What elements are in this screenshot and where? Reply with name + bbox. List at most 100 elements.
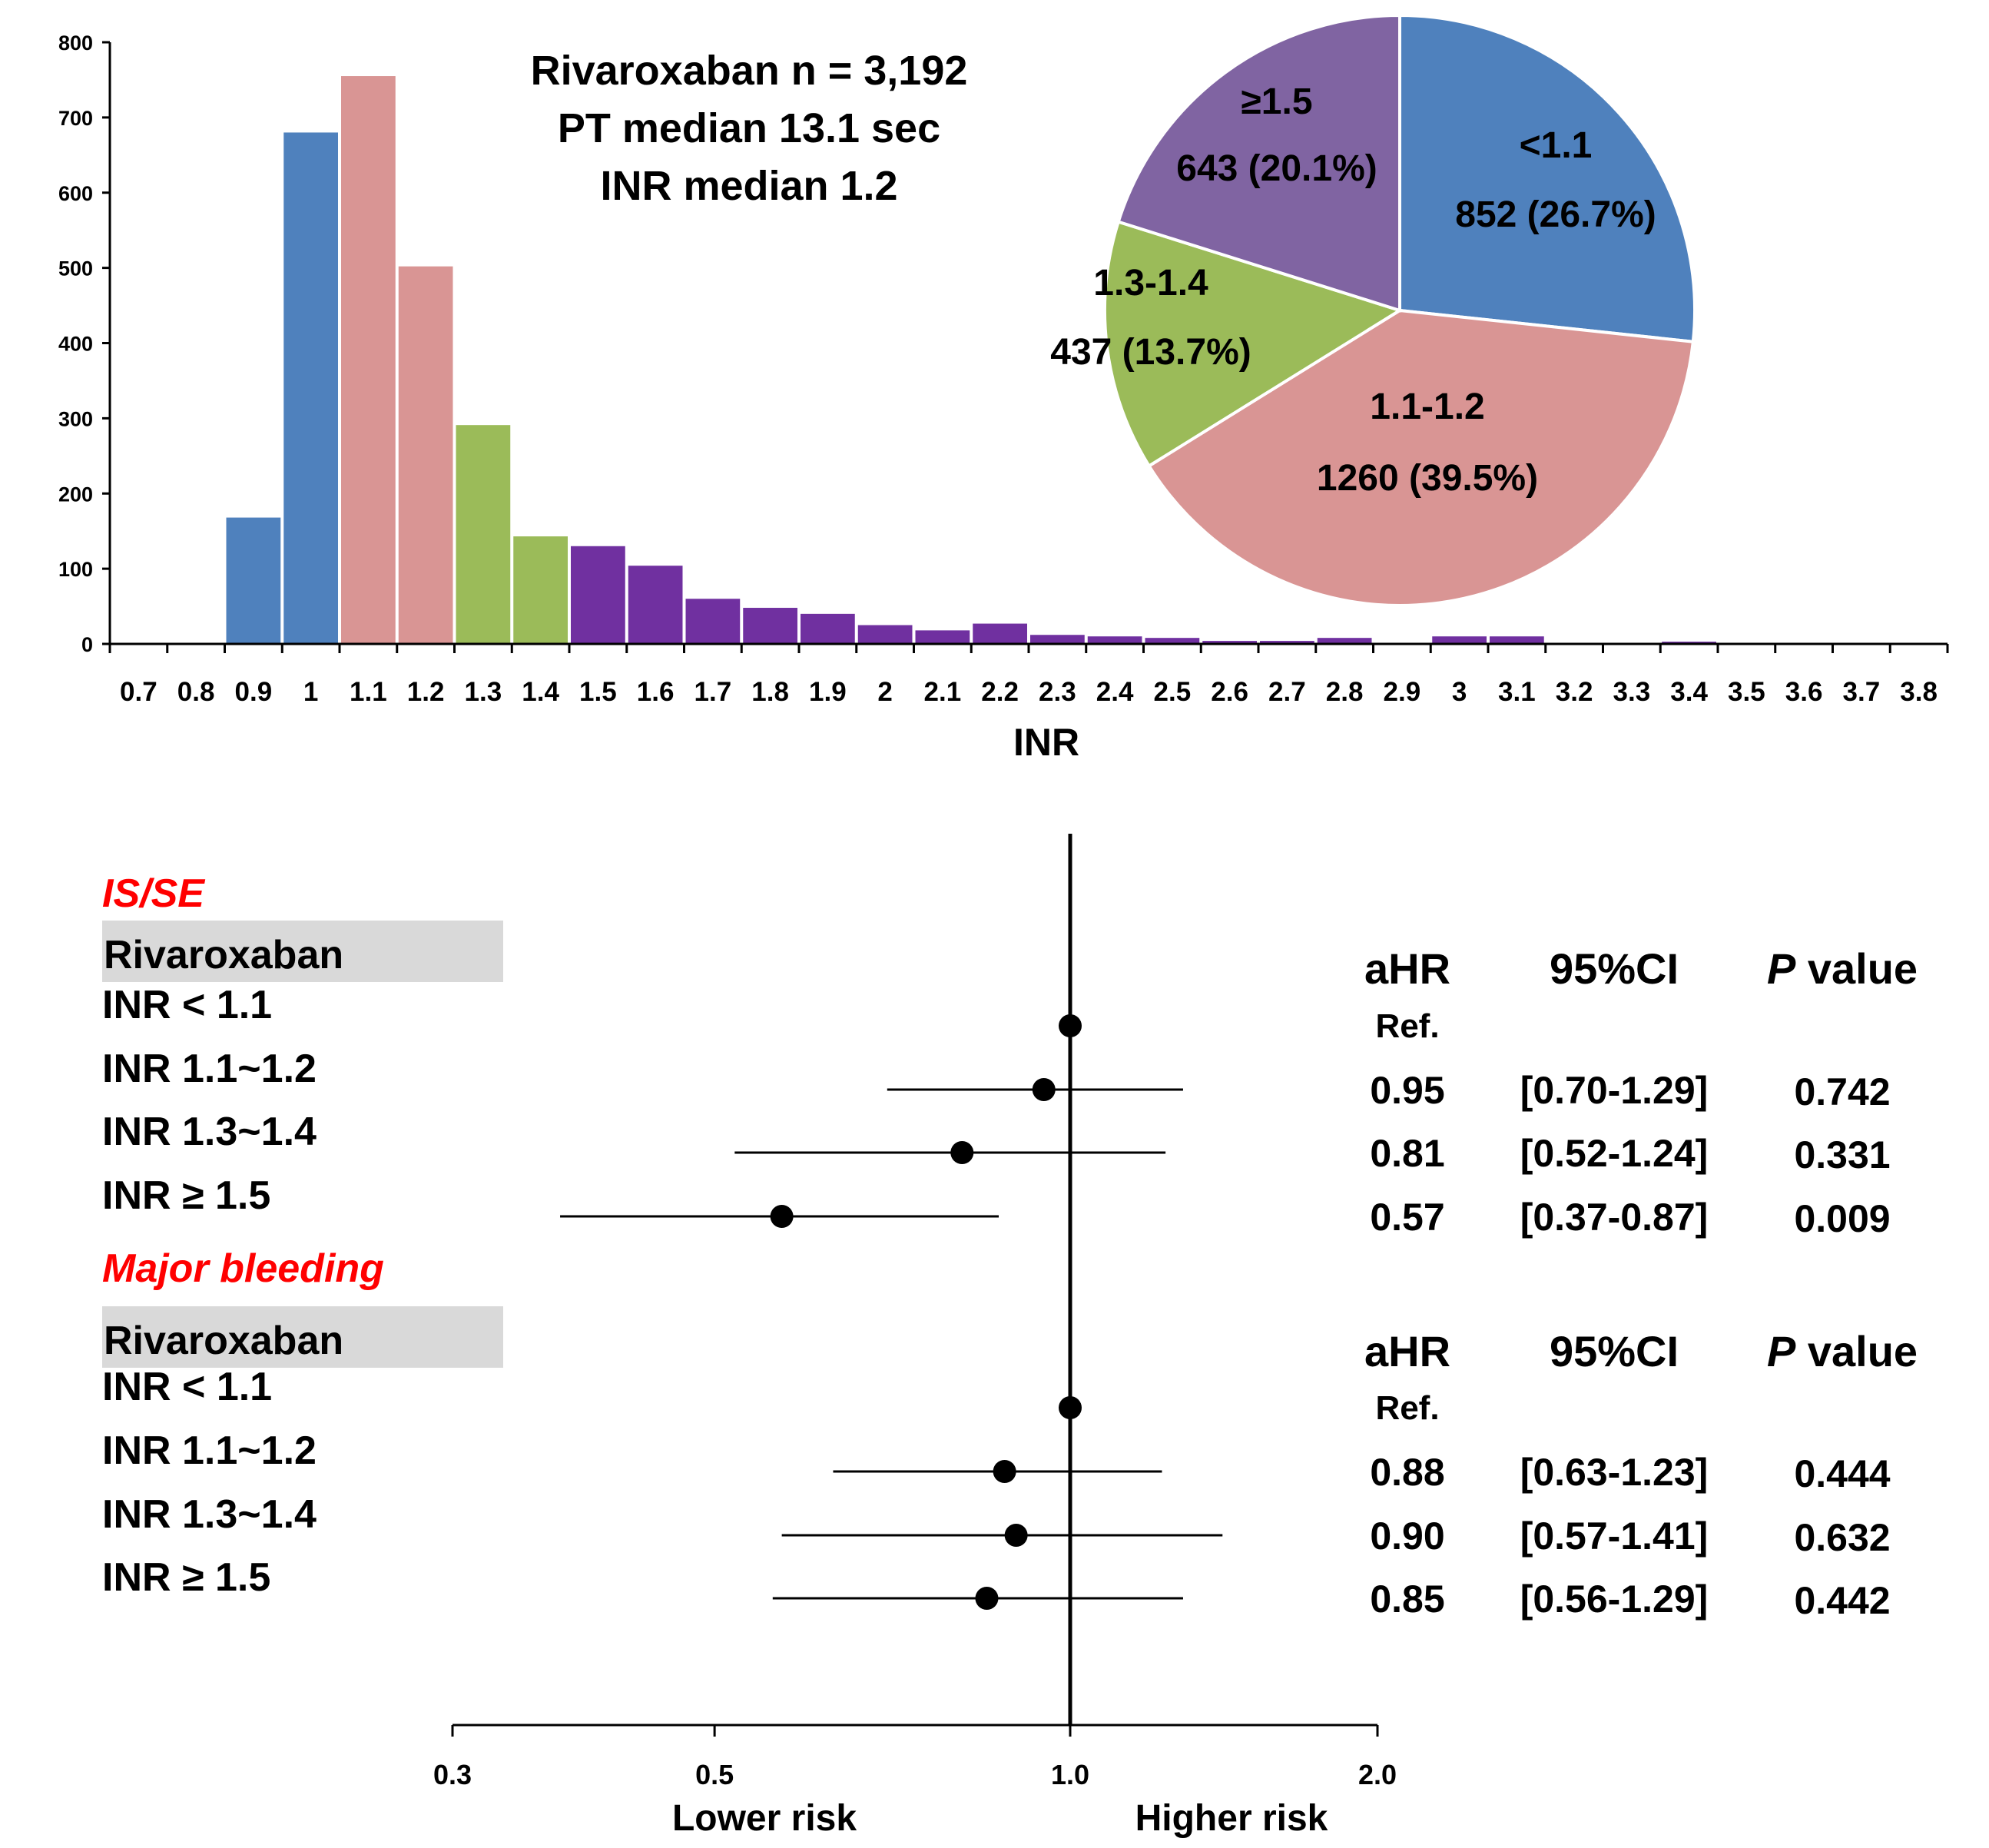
forest-x-tick-label: 0.3 [433, 1759, 472, 1790]
histogram-x-tick-label: 2.3 [1039, 677, 1076, 707]
forest-point-estimate [1032, 1078, 1056, 1101]
histogram-x-tick-label: 3.3 [1613, 677, 1651, 707]
forest-p-value: 0.442 [1794, 1579, 1890, 1622]
forest-point-estimate [1059, 1014, 1082, 1037]
p-italic: P [1767, 944, 1796, 993]
pie-slices [1103, 13, 1696, 607]
histogram-bar-1.1 [341, 76, 396, 644]
histogram-x-tick-label: 2.4 [1096, 677, 1134, 707]
forest-ci-value: [0.70-1.29] [1520, 1069, 1709, 1112]
histogram-x-tick-label: 2.8 [1326, 677, 1364, 707]
p-value-word: value [1795, 944, 1918, 993]
forest-point-estimate [950, 1141, 974, 1164]
forest-row-label: INR 1.3~1.4 [102, 1110, 317, 1154]
histogram-x-tick-label: 3.4 [1670, 677, 1708, 707]
forest-p-value: 0.742 [1794, 1070, 1890, 1113]
pie-slice-category-label: 1.1-1.2 [1370, 387, 1484, 427]
histogram-x-tick-label: 1.7 [694, 677, 732, 707]
forest-point-estimate [993, 1460, 1016, 1483]
histogram-bar-2.7 [1260, 641, 1314, 644]
forest-ci-value: [0.57-1.41] [1520, 1515, 1709, 1558]
histogram-bar-2.3 [1030, 635, 1085, 644]
histogram-x-ticks: 0.7 0.8 0.9 1 1.1 1.2 1.3 1.4 1.5 1.6 1.7 1.8 1.9 2 2.… [120, 677, 1938, 707]
histogram-x-tick-label: 1.1 [350, 677, 387, 707]
forest-x-tick-label: 2.0 [1358, 1759, 1397, 1790]
forest-row-label: INR 1.1~1.2 [102, 1047, 317, 1091]
forest-p-value: 0.009 [1794, 1197, 1890, 1240]
forest-ci-value: [0.63-1.23] [1520, 1451, 1709, 1494]
forest-group-label: Rivaroxaban [104, 933, 343, 977]
histogram-bar-1.9 [801, 613, 855, 644]
forest-row-label: INR ≥ 1.5 [102, 1555, 270, 1600]
forest-point-estimate [1004, 1524, 1028, 1547]
pie-slice-3 [1116, 13, 1401, 313]
histogram-x-tick-label: 3.6 [1785, 677, 1823, 707]
forest-row-label: INR < 1.1 [102, 983, 272, 1027]
forest-p-value: 0.331 [1794, 1133, 1890, 1176]
histogram-x-tick-label: 3.7 [1843, 677, 1881, 707]
forest-col-header-p: P value [1767, 1327, 1918, 1375]
histogram-y-ticks: 0 100 200 300 400 500 600 700 800 [58, 32, 93, 656]
forest-point-estimate [975, 1587, 999, 1610]
forest-axis: 0.3 0.5 1.0 2.0 Lower risk Higher risk [433, 834, 1397, 1839]
forest-plot: 0.3 0.5 1.0 2.0 Lower risk Higher risk IS/SE R… [102, 834, 1918, 1839]
histogram-x-tick-label: 1.5 [579, 677, 617, 707]
histogram-bars [226, 76, 1716, 644]
histogram-x-tick-label: 2 [877, 677, 892, 707]
forest-x-tick-label: 0.5 [695, 1759, 734, 1790]
forest-col-header-ahr: aHR [1364, 944, 1450, 993]
forest-col-header-ci: 95%CI [1550, 944, 1679, 993]
forest-col-header-ci: 95%CI [1550, 1327, 1679, 1375]
forest-ahr-value: 0.81 [1370, 1132, 1444, 1175]
histogram-y-tick-label: 600 [58, 182, 93, 205]
histogram-bar-3 [1432, 636, 1487, 644]
histogram-bar-0.9 [226, 517, 281, 644]
histogram-y-tick-label: 400 [58, 333, 93, 356]
histogram-x-tick-label: 3.5 [1728, 677, 1765, 707]
pie-slice-1 [1146, 308, 1696, 607]
histogram-x-tick-label: 2.5 [1154, 677, 1192, 707]
histogram-y-tick-label: 700 [58, 107, 93, 130]
forest-ahr-value: 0.88 [1370, 1451, 1444, 1494]
histogram-y-tick-label: 800 [58, 32, 93, 55]
histogram-x-tick-label: 0.7 [120, 677, 157, 707]
forest-ref-label: Ref. [1375, 1007, 1439, 1045]
p-italic: P [1767, 1327, 1796, 1375]
histogram-y-tick-label: 0 [81, 633, 93, 656]
histogram-x-tick-label: 3.1 [1498, 677, 1536, 707]
annotation-inr-median: INR median 1.2 [600, 163, 897, 209]
histogram-x-tick-label: 3 [1452, 677, 1467, 707]
histogram-x-tick-label: 1.8 [751, 677, 789, 707]
forest-ci-value: [0.37-0.87] [1520, 1196, 1709, 1239]
histogram-y-tick-label: 200 [58, 483, 93, 506]
pie-slice-value-label: 852 (26.7%) [1455, 194, 1656, 235]
histogram-x-tick-label: 1.4 [522, 677, 559, 707]
histogram-bar-1.2 [398, 266, 453, 644]
p-value-word: value [1795, 1327, 1918, 1375]
histogram-bar-2.5 [1145, 638, 1200, 644]
histogram-bar-2.2 [973, 623, 1027, 644]
histogram-x-tick-label: 2.2 [981, 677, 1019, 707]
histogram-bar-1.8 [743, 608, 797, 644]
pie-slice-0 [1398, 13, 1696, 343]
forest-text: IS/SE Rivaroxaban aHR 95%CI P value INR < 1.1… [102, 871, 1918, 1622]
inr-histogram: 0 100 200 300 400 500 600 700 800 0.7 0.8 0.9 1 1.1 1… [58, 32, 1949, 764]
histogram-x-tick-label: 0.9 [235, 677, 273, 707]
forest-ci-value: [0.56-1.29] [1520, 1578, 1709, 1621]
forest-ref-label: Ref. [1375, 1389, 1439, 1427]
forest-group-backgrounds [102, 921, 503, 1368]
pie-slice-2 [1103, 220, 1404, 469]
forest-p-value: 0.632 [1794, 1516, 1890, 1559]
histogram-bar-1 [283, 132, 338, 644]
forest-group-header-bg [102, 921, 503, 982]
histogram-x-axis-title: INR [1013, 721, 1079, 764]
annotation-sample-size: Rivaroxaban n = 3,192 [531, 48, 968, 94]
histogram-x-tick-label: 0.8 [177, 677, 215, 707]
histogram-x-tick-label: 1.2 [407, 677, 445, 707]
forest-row-label: INR 1.3~1.4 [102, 1492, 317, 1537]
histogram-y-tick-label: 300 [58, 407, 93, 430]
forest-section-title: Major bleeding [102, 1246, 384, 1291]
histogram-x-tick-label: 1.9 [809, 677, 847, 707]
histogram-x-tick-label: 3.2 [1556, 677, 1593, 707]
